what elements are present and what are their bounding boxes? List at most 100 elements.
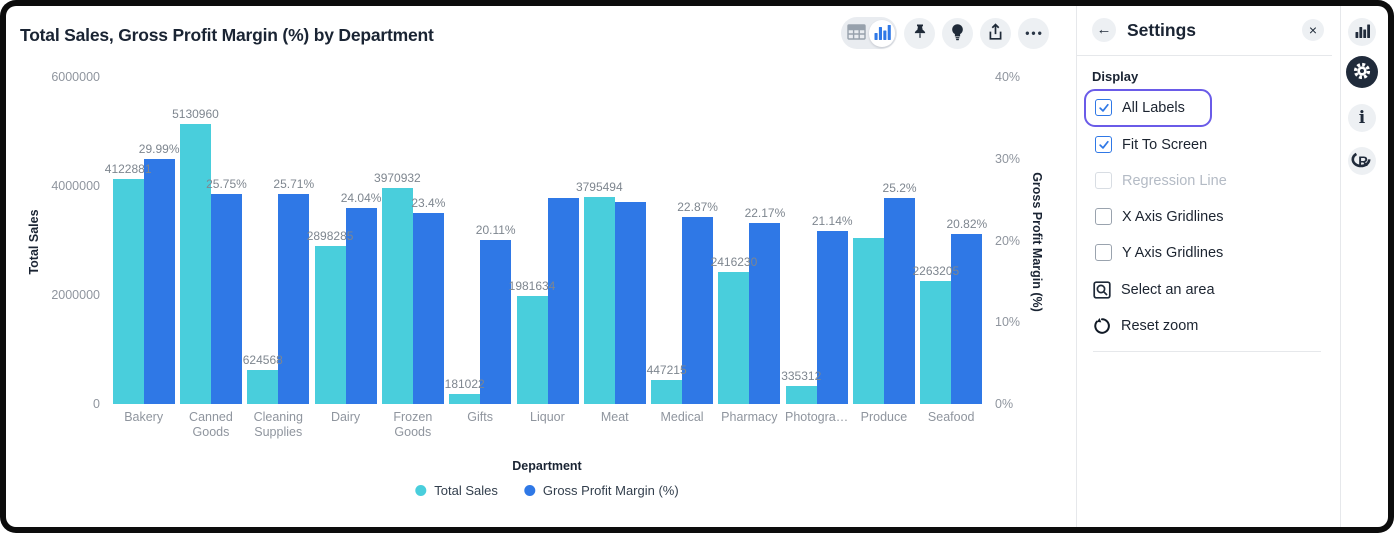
chart-legend: Total Sales Gross Profit Margin (%) — [415, 483, 679, 498]
right-axis-tick: 0% — [995, 397, 1014, 411]
bar-gpm-8[interactable] — [682, 217, 714, 404]
bar-gpm-6[interactable] — [547, 198, 579, 404]
bar-total-sales-1[interactable] — [179, 124, 211, 404]
checkbox-row-y-axis-gridlines[interactable]: Y Axis Gridlines — [1095, 244, 1223, 261]
bar-value-label: 22.87% — [677, 200, 718, 214]
rail-r-button[interactable]: R — [1348, 147, 1376, 175]
more-options-button[interactable]: ••• — [1018, 17, 1049, 49]
checkbox-label: Regression Line — [1122, 172, 1227, 189]
reset-zoom-button[interactable]: Reset zoom — [1093, 317, 1198, 335]
x-category-label: Canned Goods — [189, 410, 233, 439]
left-axis-tick: 2000000 — [51, 288, 100, 302]
bar-value-label: 24.04% — [340, 190, 382, 205]
x-category-label: Photogra… — [785, 410, 849, 424]
bar-chart-icon — [874, 24, 891, 43]
export-button[interactable] — [980, 17, 1011, 49]
bar-value-label: 2898285 — [306, 229, 354, 243]
x-category-label: Bakery — [124, 410, 164, 424]
bar-total-sales-6[interactable] — [516, 296, 548, 404]
right-axis-tick: 20% — [995, 233, 1021, 248]
checkbox-row-fit-to-screen[interactable]: Fit To Screen — [1095, 136, 1207, 153]
right-axis-tick: 10% — [995, 315, 1021, 330]
x-category-label: Produce — [860, 410, 908, 424]
bar-value-label: 447215 — [646, 362, 687, 377]
insights-button[interactable] — [942, 17, 973, 49]
actions-divider — [1093, 351, 1321, 352]
checkbox-unchecked-icon[interactable] — [1095, 244, 1112, 261]
close-icon: × — [1308, 22, 1318, 38]
checkbox-checked-icon[interactable] — [1095, 136, 1112, 153]
bar-gpm-3[interactable] — [345, 207, 377, 404]
left-axis-tick: 6000000 — [51, 70, 100, 84]
bar-gpm-7[interactable] — [614, 202, 646, 404]
info-icon: i — [1358, 107, 1366, 128]
bar-gpm-9[interactable] — [749, 222, 781, 404]
checkbox-checked-icon[interactable] — [1095, 99, 1112, 116]
bar-value-label: 4122881 — [104, 162, 152, 177]
chart-title: Total Sales, Gross Profit Margin (%) by … — [20, 25, 434, 45]
rail-info-button[interactable]: i — [1348, 104, 1376, 132]
legend-label: Total Sales — [434, 483, 498, 498]
settings-panel-title: Settings — [1127, 20, 1197, 40]
checkbox-unchecked-icon[interactable] — [1095, 208, 1112, 225]
pin-button[interactable] — [904, 17, 935, 49]
bar-total-sales-5[interactable] — [449, 394, 481, 404]
bar-value-label: 3970932 — [374, 170, 421, 185]
table-view-button[interactable] — [843, 20, 869, 47]
bar-gpm-11[interactable] — [884, 198, 916, 404]
x-category-label: Cleaning Supplies — [253, 410, 303, 439]
chart-icon — [1355, 24, 1370, 41]
chart-view-button[interactable] — [869, 19, 895, 47]
bar-value-label: 22.17% — [744, 205, 786, 220]
bar-total-sales-2[interactable] — [247, 370, 279, 404]
bar-gpm-10[interactable] — [816, 231, 848, 404]
bar-total-sales-11[interactable] — [853, 238, 885, 404]
legend-label: Gross Profit Margin (%) — [542, 483, 679, 498]
x-category-label: Medical — [660, 410, 704, 424]
bar-gpm-2[interactable] — [278, 193, 310, 404]
bar-total-sales-3[interactable] — [314, 246, 346, 404]
bar-value-label: 5130960 — [172, 107, 219, 122]
checkbox-row-all-labels[interactable]: All Labels — [1095, 99, 1185, 116]
bar-gpm-0[interactable] — [143, 158, 175, 404]
bar-gpm-5[interactable] — [480, 239, 512, 404]
bar-total-sales-7[interactable] — [583, 197, 615, 404]
right-axis-ticks: 40% 30% 20% 10% 0% — [995, 70, 1035, 411]
x-category-label: Frozen Goods — [393, 410, 433, 439]
back-button[interactable]: ← — [1092, 18, 1116, 42]
checkbox-row-x-axis-gridlines[interactable]: X Axis Gridlines — [1095, 208, 1224, 225]
left-axis-tick: 4000000 — [51, 179, 100, 193]
back-arrow-icon: ← — [1096, 21, 1112, 38]
legend-item[interactable]: Gross Profit Margin (%) — [523, 483, 679, 498]
bar-total-sales-4[interactable] — [381, 187, 413, 404]
bar-total-sales-8[interactable] — [651, 379, 683, 404]
legend-dot-icon — [523, 485, 535, 496]
bar-total-sales-9[interactable] — [718, 272, 750, 404]
rail-chart-button[interactable] — [1348, 18, 1376, 46]
bar-value-label: 335312 — [781, 368, 822, 383]
right-axis-tick: 30% — [995, 151, 1021, 166]
svg-text:R: R — [1358, 154, 1368, 169]
x-category-label: Seafood — [927, 410, 975, 424]
legend-dot-icon — [415, 485, 427, 496]
bar-value-label: 2263205 — [912, 263, 960, 278]
legend-item[interactable]: Total Sales — [415, 483, 498, 498]
plot-area: 4122881 29.99% 5130960 25.75% 624568 25.71% 28… — [105, 77, 987, 404]
settings-panel-divider — [1076, 0, 1077, 533]
area-select-icon — [1093, 281, 1111, 299]
bar-gpm-1[interactable] — [210, 193, 242, 404]
gear-icon — [1351, 60, 1373, 85]
close-settings-button[interactable]: × — [1302, 19, 1324, 41]
action-label: Reset zoom — [1121, 318, 1199, 334]
bar-total-sales-12[interactable] — [920, 280, 952, 404]
select-an-area-button[interactable]: Select an area — [1093, 281, 1215, 299]
bar-gpm-12[interactable] — [951, 233, 983, 404]
header-divider — [1077, 55, 1332, 56]
bar-total-sales-0[interactable] — [112, 179, 144, 404]
bar-total-sales-10[interactable] — [785, 385, 817, 404]
table-grid-icon — [846, 23, 866, 43]
bar-value-label: 25.2% — [882, 181, 917, 195]
rail-settings-button[interactable] — [1346, 56, 1378, 88]
bar-gpm-4[interactable] — [412, 212, 444, 404]
reset-zoom-icon — [1093, 317, 1111, 335]
